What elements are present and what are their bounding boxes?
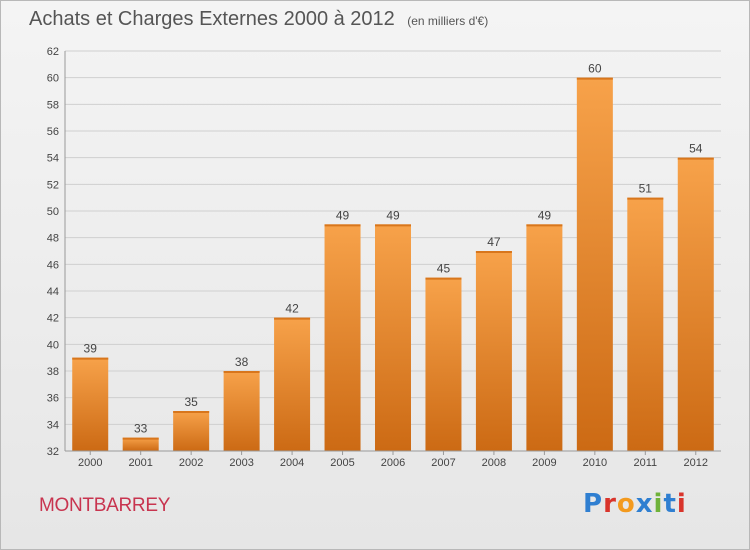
x-tick-label: 2001 bbox=[128, 457, 152, 469]
data-label: 33 bbox=[134, 422, 148, 436]
data-label: 49 bbox=[386, 208, 400, 222]
bar-2000[interactable] bbox=[72, 357, 109, 451]
bar-2011[interactable] bbox=[627, 197, 664, 451]
y-tick-label: 56 bbox=[47, 126, 59, 138]
bar-2007[interactable] bbox=[425, 277, 462, 451]
x-tick-label: 2002 bbox=[179, 457, 203, 469]
bar-2008[interactable] bbox=[475, 251, 512, 451]
bar-2006[interactable] bbox=[375, 224, 411, 451]
bar-2005[interactable] bbox=[324, 224, 361, 451]
chart-unit-note: (en milliers d'€) bbox=[407, 14, 489, 28]
y-tick-label: 60 bbox=[47, 73, 59, 85]
x-tick-label: 2007 bbox=[431, 457, 455, 469]
y-tick-label: 38 bbox=[47, 366, 59, 378]
data-label: 49 bbox=[538, 208, 552, 222]
chart-title: Achats et Charges Externes 2000 à 2012 bbox=[29, 8, 395, 30]
x-tick-label: 2010 bbox=[583, 457, 607, 469]
data-label: 35 bbox=[184, 395, 198, 409]
y-tick-label: 62 bbox=[47, 46, 59, 58]
data-label: 38 bbox=[235, 355, 249, 369]
y-tick-label: 40 bbox=[47, 339, 59, 351]
x-tick-label: 2011 bbox=[633, 457, 657, 469]
data-label: 54 bbox=[689, 142, 703, 156]
y-tick-label: 32 bbox=[47, 446, 59, 458]
bar-2012[interactable] bbox=[677, 157, 714, 451]
bar-2004[interactable] bbox=[274, 317, 311, 451]
y-tick-label: 34 bbox=[47, 419, 59, 431]
logo-letter: P bbox=[583, 489, 604, 519]
y-tick-label: 52 bbox=[47, 179, 59, 191]
x-tick-label: 2005 bbox=[330, 457, 354, 469]
x-tick-label: 2003 bbox=[229, 457, 253, 469]
data-label: 49 bbox=[336, 208, 350, 222]
data-label: 47 bbox=[487, 235, 501, 249]
logo-letter: x bbox=[635, 489, 654, 519]
bar-2009[interactable] bbox=[526, 224, 563, 451]
x-tick-label: 2009 bbox=[532, 457, 556, 469]
y-tick-label: 44 bbox=[47, 286, 59, 298]
y-tick-label: 50 bbox=[47, 206, 59, 218]
data-label: 60 bbox=[588, 62, 602, 76]
logo-letter: t bbox=[663, 489, 677, 519]
y-tick-label: 42 bbox=[47, 313, 59, 325]
bar-2003[interactable] bbox=[223, 371, 260, 451]
logo-letter: r bbox=[603, 489, 617, 519]
proxiti-logo[interactable]: Proxiti bbox=[583, 489, 687, 519]
x-tick-label: 2006 bbox=[381, 457, 405, 469]
commune-name: MONTBARREY bbox=[39, 495, 171, 516]
x-tick-label: 2012 bbox=[684, 457, 708, 469]
y-tick-label: 58 bbox=[47, 99, 59, 111]
data-label: 45 bbox=[437, 262, 451, 276]
logo-letter: i bbox=[676, 489, 687, 519]
data-label: 42 bbox=[285, 302, 299, 316]
chart-title-row: Achats et Charges Externes 2000 à 2012 (… bbox=[29, 8, 488, 31]
x-tick-label: 2000 bbox=[78, 457, 102, 469]
bar-2010[interactable] bbox=[576, 77, 613, 452]
x-tick-label: 2004 bbox=[280, 457, 304, 469]
x-tick-label: 2008 bbox=[482, 457, 506, 469]
y-tick-label: 36 bbox=[47, 393, 59, 405]
logo-letter: o bbox=[616, 489, 636, 519]
logo-letter: i bbox=[653, 489, 664, 519]
data-label: 39 bbox=[84, 342, 98, 356]
bar-2002[interactable] bbox=[173, 411, 210, 451]
bar-2001[interactable] bbox=[122, 437, 159, 451]
data-label: 51 bbox=[639, 182, 653, 196]
y-tick-label: 54 bbox=[47, 153, 59, 165]
y-tick-label: 46 bbox=[47, 259, 59, 271]
y-tick-label: 48 bbox=[47, 233, 59, 245]
